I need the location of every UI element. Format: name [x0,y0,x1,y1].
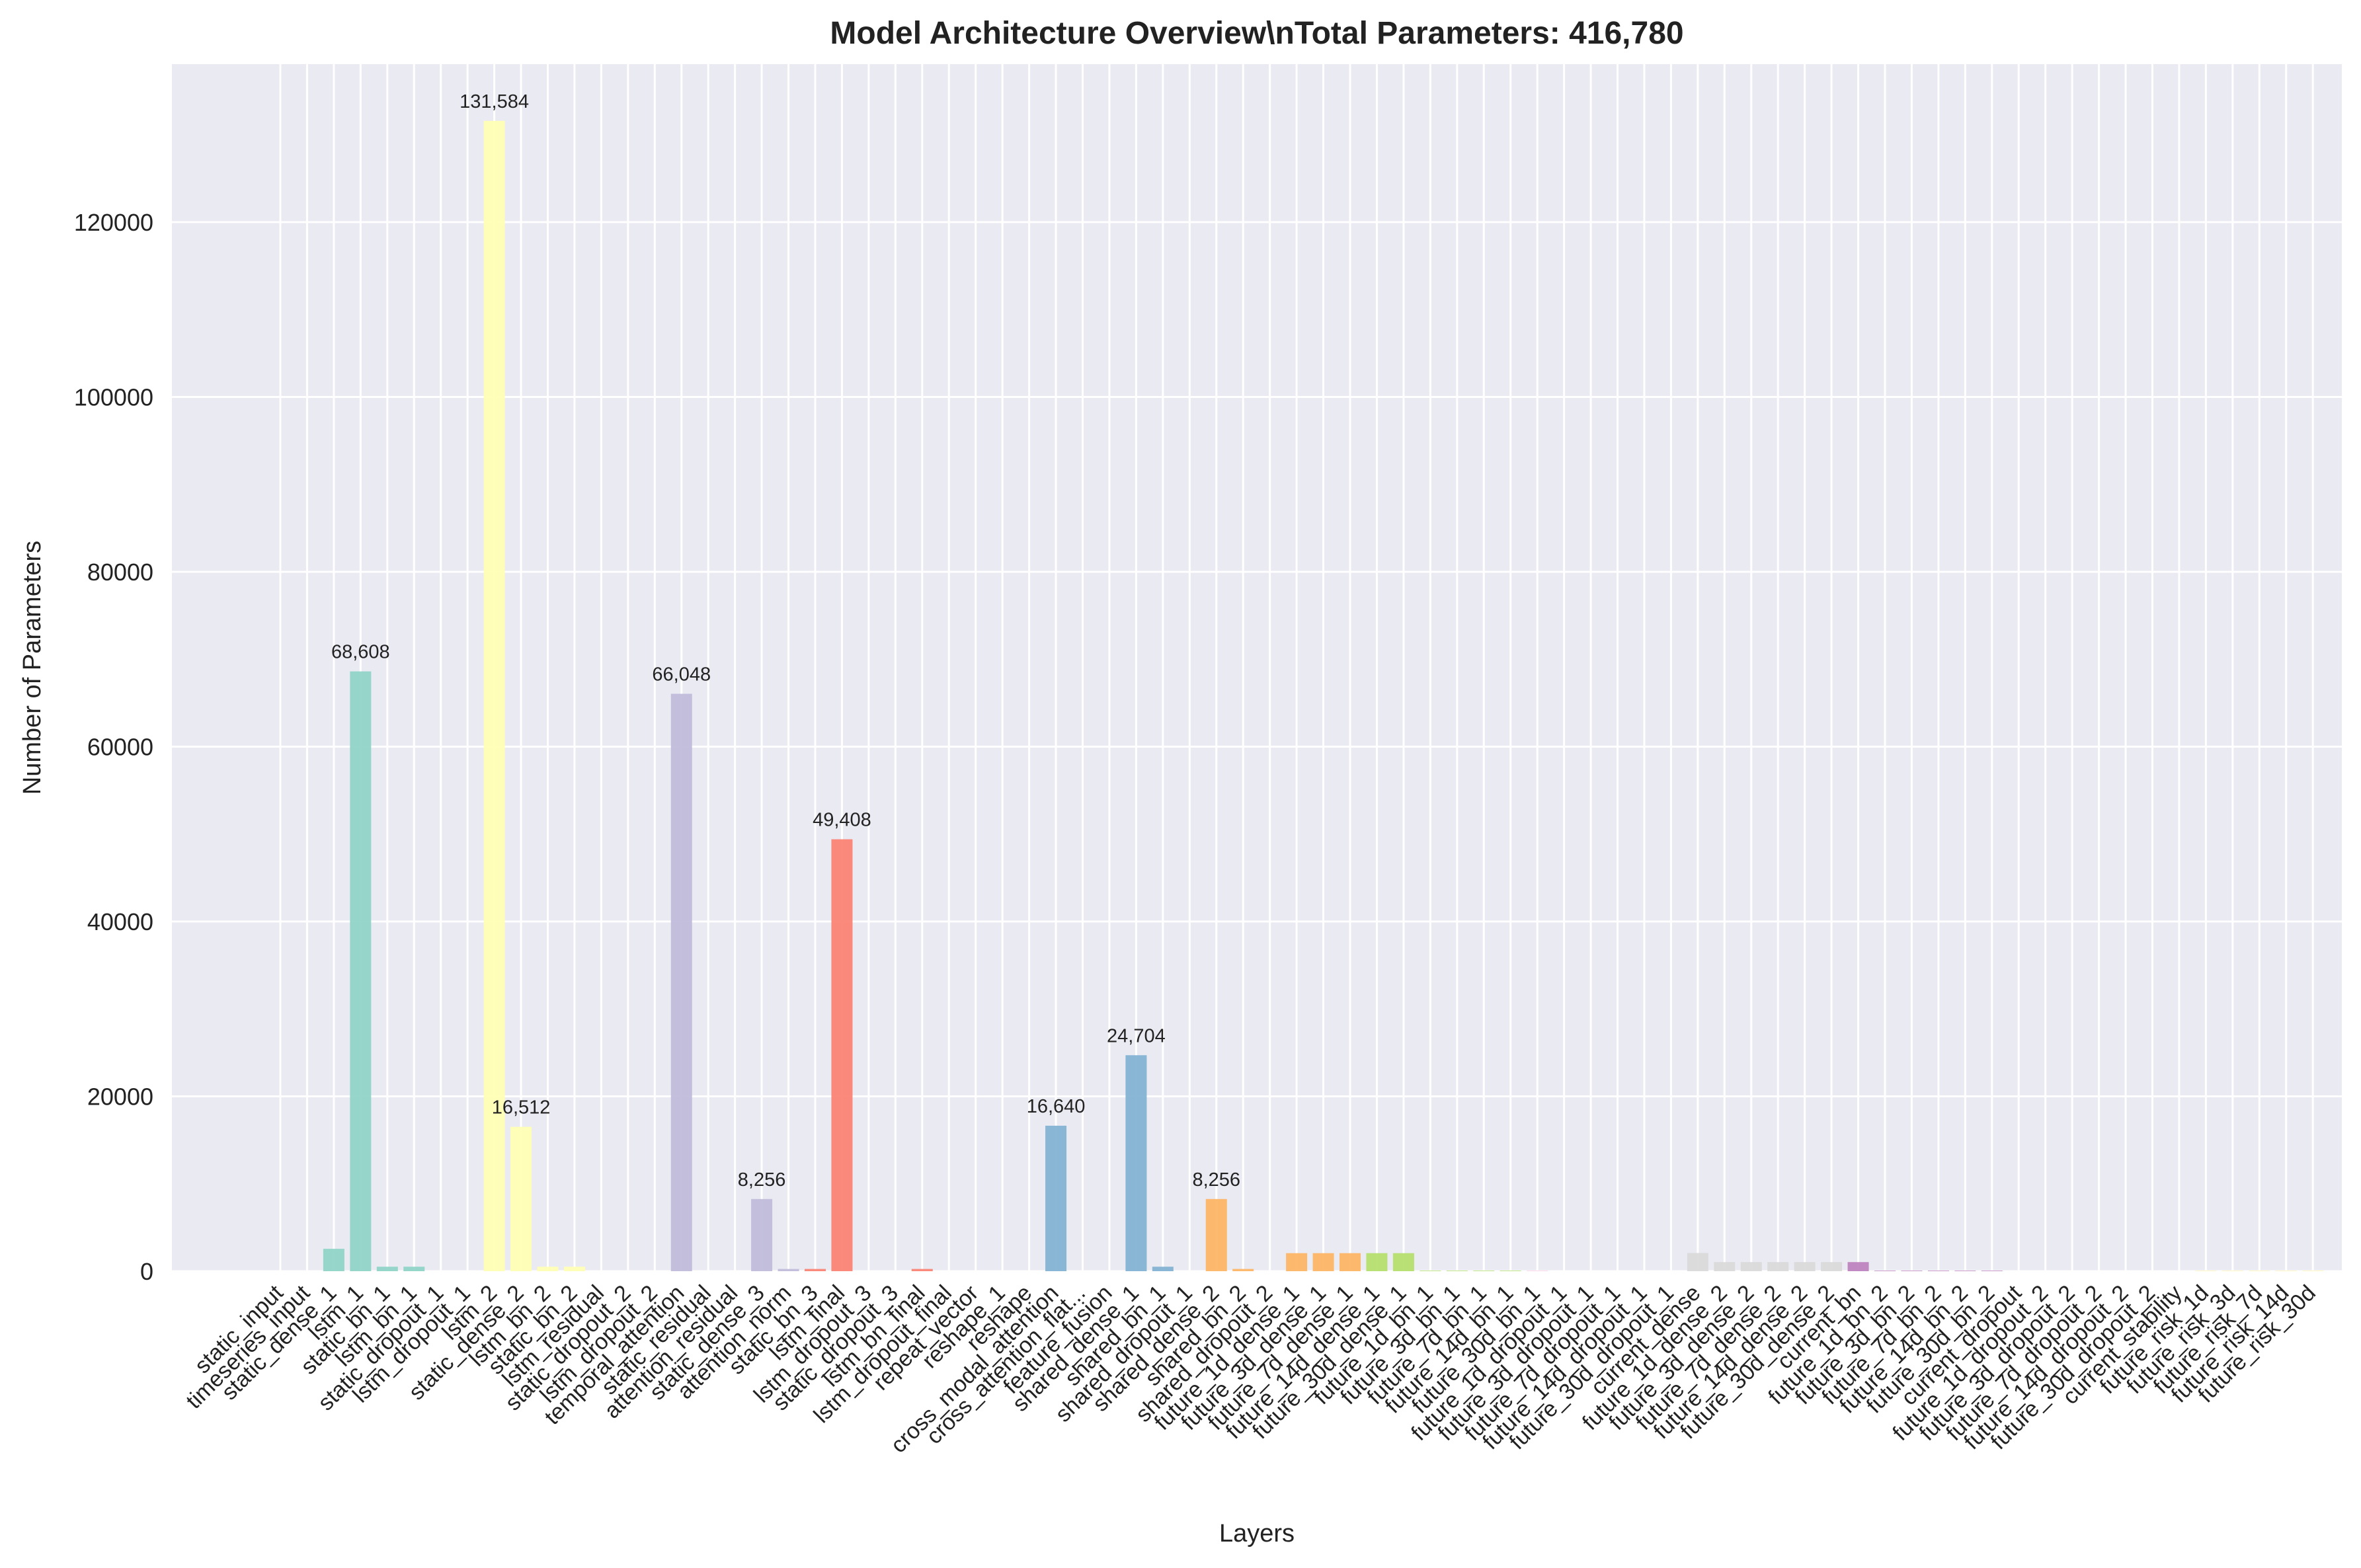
y-axis-ticks: 0 20000 40000 60000 80000 100000 120000 [74,209,153,1285]
bar-future-3d-dense-2 [1740,1262,1762,1271]
y-tick-label: 20000 [87,1083,153,1111]
bar-future-30d-dense-2 [1821,1262,1843,1271]
bar-attention-norm [778,1269,799,1271]
data-label: 16,512 [492,1097,551,1118]
bar-lstm-final [831,839,853,1271]
bar-static-bn-3 [805,1269,826,1271]
bar-static-dense-1 [323,1249,344,1271]
data-label: 8,256 [738,1169,786,1191]
data-label: 24,704 [1107,1025,1166,1046]
y-tick-label: 100000 [74,384,153,411]
bar-shared-bn-2 [1232,1269,1254,1271]
bars [323,120,2324,1271]
bar-shared-bn-1 [1152,1267,1174,1271]
bar-lstm-bn-2 [537,1267,559,1271]
bar-future-30d-dense-1 [1392,1253,1414,1271]
bar-lstm-bn-final [911,1269,933,1271]
data-label: 131,584 [460,91,529,112]
y-tick-label: 120000 [74,209,153,236]
bar-temporal-attention [670,693,692,1271]
data-label: 8,256 [1192,1169,1240,1191]
bar-future-7d-dense-1 [1340,1253,1361,1271]
y-tick-label: 80000 [87,559,153,586]
data-label: 66,048 [652,664,711,686]
bar-lstm-1 [350,671,372,1271]
bar-future-14d-dense-2 [1794,1262,1816,1271]
data-label: 16,640 [1027,1096,1086,1117]
bar-future-7d-dense-2 [1767,1262,1789,1271]
bar-future-1d-dense-1 [1286,1253,1308,1271]
y-tick-label: 0 [140,1258,153,1285]
chart-title: Model Architecture Overview\nTotal Param… [830,16,1683,51]
plot-area [172,64,2342,1271]
bar-current-bn [1847,1262,1869,1271]
bar-shared-dense-2 [1205,1198,1227,1271]
y-tick-label: 60000 [87,734,153,761]
y-axis-label: Number of Parameters [19,541,46,795]
bar-current-dense [1687,1253,1708,1271]
y-tick-label: 40000 [87,908,153,935]
bar-static-dense-2 [510,1126,532,1271]
x-axis-label: Layers [1219,1520,1295,1548]
data-label: 68,608 [331,642,390,663]
bar-static-bn-2 [563,1267,585,1271]
bar-static-dense-3 [751,1198,773,1271]
bar-future-3d-dense-1 [1312,1253,1334,1271]
bar-lstm-2 [483,120,505,1271]
bar-lstm-bn-1 [403,1267,425,1271]
bar-static-bn-1 [376,1267,398,1271]
bar-future-14d-dense-1 [1366,1253,1388,1271]
data-label: 49,408 [813,810,871,831]
bar-shared-dense-1 [1125,1055,1147,1271]
gridlines [172,64,2342,1273]
bar-cross-modal-attention [1045,1125,1067,1271]
bar-future-1d-dense-2 [1714,1262,1736,1271]
data-labels: 68,608 131,584 16,512 66,048 8,256 49,408 16,6… [331,91,1240,1191]
